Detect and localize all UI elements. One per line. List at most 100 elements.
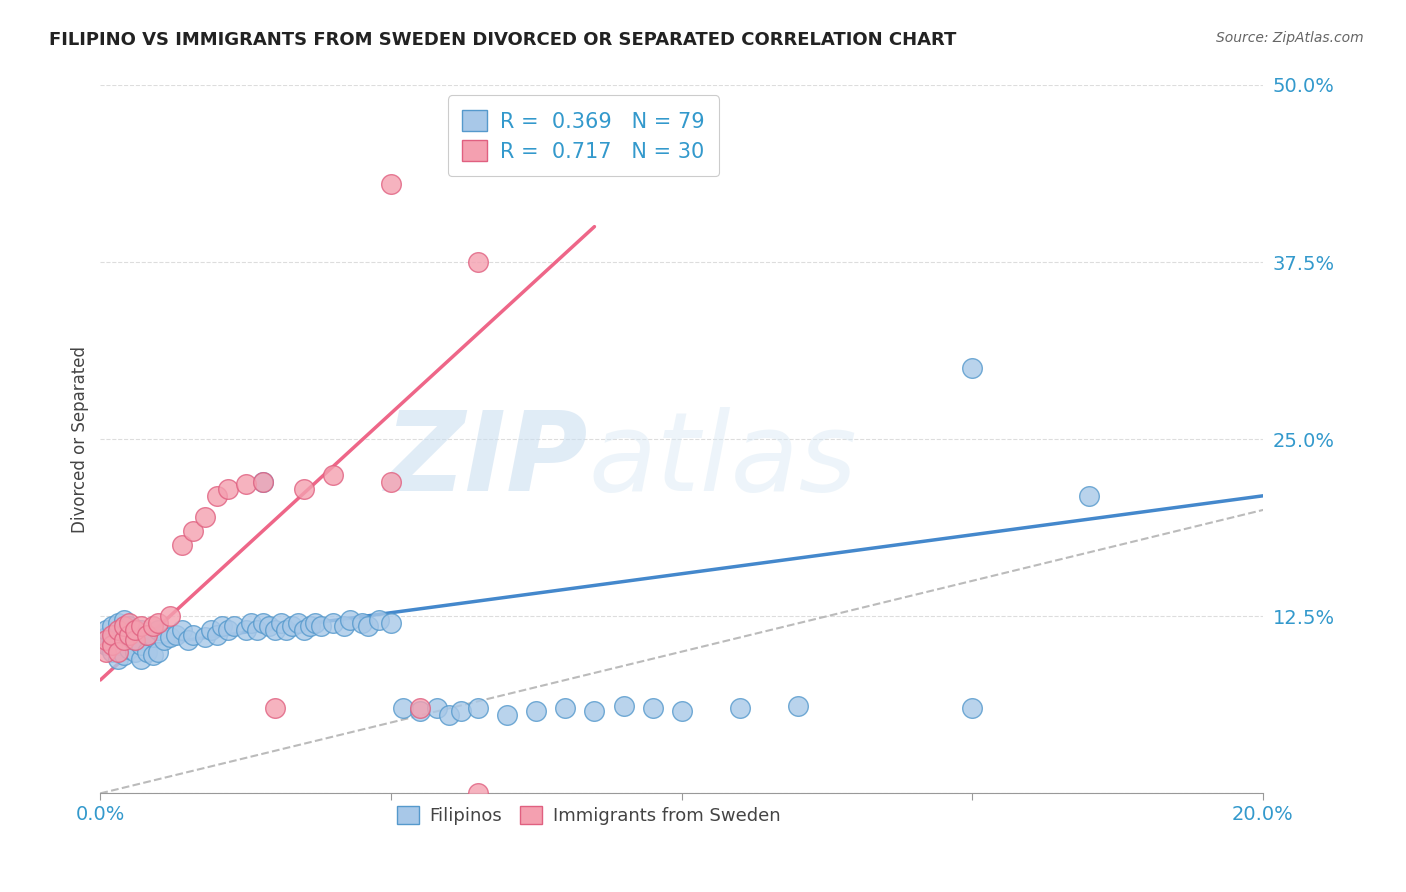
Point xyxy=(124,633,146,648)
Point xyxy=(148,624,170,638)
Point xyxy=(292,482,315,496)
Point xyxy=(170,538,193,552)
Point xyxy=(112,633,135,648)
Point xyxy=(252,475,274,489)
Point xyxy=(496,708,519,723)
Point xyxy=(96,633,118,648)
Point xyxy=(322,616,344,631)
Point xyxy=(333,619,356,633)
Point xyxy=(217,482,239,496)
Point xyxy=(118,619,141,633)
Point xyxy=(222,619,245,633)
Point xyxy=(368,614,391,628)
Point xyxy=(101,628,124,642)
Point xyxy=(1077,489,1099,503)
Point xyxy=(124,645,146,659)
Point xyxy=(107,628,129,642)
Point xyxy=(409,704,432,718)
Point xyxy=(112,633,135,648)
Point xyxy=(200,624,222,638)
Point xyxy=(524,704,547,718)
Point xyxy=(96,624,118,638)
Point xyxy=(240,616,263,631)
Point xyxy=(292,624,315,638)
Point xyxy=(118,628,141,642)
Point xyxy=(118,631,141,645)
Point xyxy=(263,624,285,638)
Point xyxy=(170,624,193,638)
Point xyxy=(467,701,489,715)
Point xyxy=(148,616,170,631)
Text: ZIP: ZIP xyxy=(385,407,589,514)
Point xyxy=(962,701,984,715)
Text: FILIPINO VS IMMIGRANTS FROM SWEDEN DIVORCED OR SEPARATED CORRELATION CHART: FILIPINO VS IMMIGRANTS FROM SWEDEN DIVOR… xyxy=(49,31,956,49)
Point xyxy=(235,624,257,638)
Point xyxy=(450,704,472,718)
Point xyxy=(281,619,304,633)
Point xyxy=(309,619,332,633)
Point xyxy=(124,633,146,648)
Point xyxy=(101,638,124,652)
Point xyxy=(205,489,228,503)
Point xyxy=(276,624,298,638)
Point xyxy=(263,701,285,715)
Point xyxy=(298,619,321,633)
Point xyxy=(135,628,157,642)
Point xyxy=(112,648,135,662)
Point xyxy=(257,619,280,633)
Point xyxy=(287,616,309,631)
Point xyxy=(124,624,146,638)
Y-axis label: Divorced or Separated: Divorced or Separated xyxy=(72,345,89,533)
Point xyxy=(159,609,181,624)
Point xyxy=(409,701,432,715)
Point xyxy=(118,641,141,656)
Point xyxy=(380,475,402,489)
Point xyxy=(101,619,124,633)
Point xyxy=(350,616,373,631)
Point xyxy=(142,631,165,645)
Point xyxy=(124,622,146,636)
Text: atlas: atlas xyxy=(589,407,858,514)
Legend: Filipinos, Immigrants from Sweden: Filipinos, Immigrants from Sweden xyxy=(388,797,789,834)
Point xyxy=(554,701,576,715)
Point xyxy=(211,619,233,633)
Point xyxy=(135,645,157,659)
Point xyxy=(96,638,118,652)
Point xyxy=(467,786,489,800)
Point xyxy=(728,701,751,715)
Point xyxy=(142,648,165,662)
Point xyxy=(96,645,118,659)
Point xyxy=(671,704,693,718)
Point xyxy=(217,624,239,638)
Point xyxy=(339,614,361,628)
Point xyxy=(101,633,124,648)
Point xyxy=(380,616,402,631)
Point xyxy=(135,628,157,642)
Point xyxy=(183,628,205,642)
Point xyxy=(107,616,129,631)
Point xyxy=(107,645,129,659)
Point xyxy=(129,638,152,652)
Point xyxy=(194,510,217,524)
Point xyxy=(437,708,460,723)
Point xyxy=(252,475,274,489)
Point xyxy=(962,361,984,376)
Point xyxy=(304,616,326,631)
Point xyxy=(165,628,187,642)
Point xyxy=(159,631,181,645)
Point xyxy=(129,652,152,666)
Point xyxy=(112,619,135,633)
Point xyxy=(235,477,257,491)
Point xyxy=(176,633,198,648)
Point xyxy=(107,624,129,638)
Point xyxy=(641,701,664,715)
Point xyxy=(252,616,274,631)
Point xyxy=(270,616,292,631)
Point xyxy=(426,701,449,715)
Text: Source: ZipAtlas.com: Source: ZipAtlas.com xyxy=(1216,31,1364,45)
Point xyxy=(148,645,170,659)
Point xyxy=(246,624,269,638)
Point xyxy=(101,645,124,659)
Point xyxy=(112,624,135,638)
Point xyxy=(194,631,217,645)
